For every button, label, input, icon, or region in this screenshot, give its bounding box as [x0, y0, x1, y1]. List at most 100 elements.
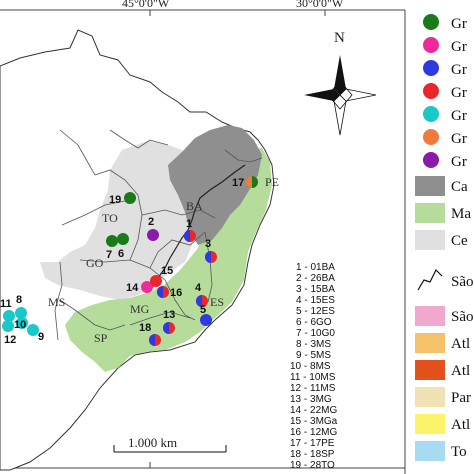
site-code: 16 - 12MG [290, 427, 337, 438]
point-label-12: 12 [4, 334, 16, 346]
scale-bar: 1.000 km [113, 435, 227, 453]
legend-group-label: Gr [451, 131, 467, 147]
legend-group-label: Gr [451, 85, 467, 101]
site-code: 14 - 22MG [290, 405, 337, 416]
state-label-ms: MS [48, 295, 65, 309]
point-17-half [246, 176, 252, 188]
state-label-es: ES [210, 295, 224, 309]
state-label-pe: PE [265, 175, 279, 189]
site-code: 5 - 12ES [296, 306, 335, 317]
legend-other-label: Par [451, 390, 471, 406]
site-code: 2 - 26BA [296, 273, 335, 284]
legend-group-swatch [423, 83, 439, 99]
biome-mata-atlantica-region [65, 148, 272, 372]
site-code: 3 - 15BA [296, 284, 335, 295]
point-10 [16, 317, 28, 329]
site-code: 10 - 8MS [290, 361, 331, 372]
site-code: 8 - 3MS [296, 339, 331, 350]
legend-group-label: Gr [451, 39, 467, 55]
point-16-half [157, 286, 163, 298]
point-18-half [149, 334, 155, 346]
legend-group-swatch [423, 37, 439, 53]
legend-other-swatch [415, 414, 445, 434]
point-label-17: 17 [232, 177, 244, 189]
point-label-3: 3 [205, 238, 211, 250]
point-label-1: 1 [186, 218, 192, 230]
legend-river-line [417, 268, 443, 291]
point-label-18: 18 [139, 322, 151, 334]
legend-other-label: Atl [451, 363, 470, 379]
site-code: 11 - 10MS [290, 372, 336, 383]
point-5 [200, 314, 212, 326]
point-label-8: 8 [16, 294, 22, 306]
site-code: 17 - 17PE [290, 438, 335, 449]
legend-groups: Gr Gr Gr Gr Gr Gr Gr [423, 14, 467, 170]
site-code: 4 - 15ES [296, 295, 335, 306]
legend-biome-swatch [415, 230, 445, 250]
point-7 [106, 235, 118, 247]
point-number-labels: 1 2 3 4 5 6 7 8 9 10 11 12 13 14 15 16 1… [0, 177, 244, 346]
point-4-half [196, 295, 202, 307]
site-code-list: 1 - 01BA 2 - 26BA 3 - 15BA 4 - 15ES 5 - … [290, 262, 338, 471]
legend-biomes: Ca Ma Ce [415, 176, 471, 250]
point-label-5: 5 [200, 304, 206, 316]
legend: Gr Gr Gr Gr Gr Gr Gr Ca Ma Ce São [415, 14, 474, 461]
legend-other-label: São [451, 309, 474, 325]
state-label-to: TO [102, 211, 118, 225]
point-11 [3, 310, 15, 322]
legend-other-swatch [415, 387, 445, 407]
legend-group-swatch [423, 129, 439, 145]
point-1-half [184, 230, 190, 242]
site-code: 12 - 11MS [290, 383, 336, 394]
legend-group-label: Gr [451, 16, 467, 32]
site-code: 18 - 18SP [290, 449, 335, 460]
legend-other-swatch [415, 360, 445, 380]
point-label-4: 4 [195, 282, 202, 294]
point-label-6: 6 [118, 248, 124, 260]
north-arrow [304, 55, 377, 136]
scale-bar-label: 1.000 km [128, 435, 177, 450]
site-code: 13 - 3MG [290, 394, 332, 405]
point-9 [27, 324, 39, 336]
state-label-ba: BA [186, 199, 203, 213]
legend-other-label: Atl [451, 417, 470, 433]
point-8 [15, 307, 27, 319]
site-code: 6 - 6GO [296, 317, 332, 328]
coord-label-30w: 30°0'0"W [296, 0, 344, 10]
point-14 [141, 281, 153, 293]
point-12 [2, 320, 14, 332]
point-15 [150, 275, 162, 287]
point-label-14: 14 [126, 282, 139, 294]
legend-group-label: Gr [451, 62, 467, 78]
point-6 [117, 233, 129, 245]
north-label: N [334, 30, 345, 46]
point-3-half [205, 251, 211, 263]
point-13-half [163, 322, 169, 334]
legend-group-label: Gr [451, 108, 467, 124]
legend-biome-label: Ma [451, 206, 471, 222]
state-borders [54, 129, 263, 341]
legend-others: São Atl Atl Par Atl To [415, 306, 474, 461]
legend-biome-swatch [415, 203, 445, 223]
sampling-points [2, 176, 258, 346]
site-code: 15 - 3MGa [290, 416, 338, 427]
point-label-9: 9 [38, 331, 44, 343]
legend-other-label: To [451, 444, 467, 460]
point-label-7: 7 [106, 249, 112, 261]
point-19 [124, 192, 136, 204]
site-code: 9 - 5MS [296, 350, 331, 361]
legend-biome-label: Ca [451, 179, 468, 195]
legend-group-swatch [423, 14, 439, 30]
point-label-2: 2 [148, 216, 154, 228]
legend-group-label: Gr [451, 154, 467, 170]
legend-group-swatch [423, 106, 439, 122]
legend-river-label: São [451, 274, 474, 290]
legend-biome-label: Ce [451, 233, 468, 249]
legend-other-swatch [415, 333, 445, 353]
point-label-15: 15 [161, 265, 173, 277]
point-label-11: 11 [0, 298, 12, 310]
point-label-10: 10 [14, 319, 26, 331]
point-2 [147, 229, 159, 241]
legend-group-swatch [423, 60, 439, 76]
